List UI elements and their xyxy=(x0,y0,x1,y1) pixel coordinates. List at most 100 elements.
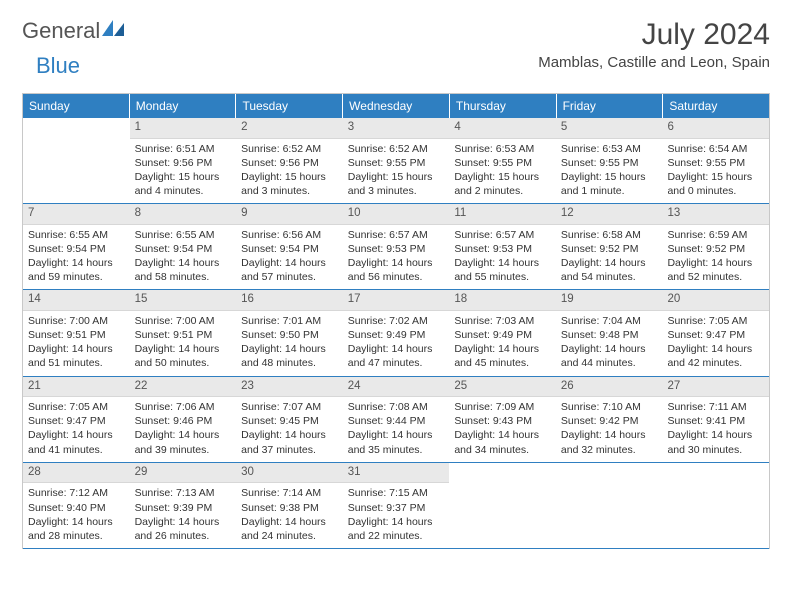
sunset-line: Sunset: 9:47 PM xyxy=(667,328,764,342)
sunset-line: Sunset: 9:51 PM xyxy=(135,328,232,342)
day-cell xyxy=(556,463,663,548)
day-content: Sunrise: 7:01 AMSunset: 9:50 PMDaylight:… xyxy=(236,311,343,376)
day-cell: 8Sunrise: 6:55 AMSunset: 9:54 PMDaylight… xyxy=(130,204,237,289)
sunset-line: Sunset: 9:38 PM xyxy=(241,501,338,515)
day-number: 22 xyxy=(130,377,237,398)
daylight-line: Daylight: 14 hours and 26 minutes. xyxy=(135,515,232,543)
week-row: 21Sunrise: 7:05 AMSunset: 9:47 PMDayligh… xyxy=(23,377,769,463)
day-number: 31 xyxy=(343,463,450,484)
day-content: Sunrise: 6:52 AMSunset: 9:56 PMDaylight:… xyxy=(236,139,343,204)
sunrise-line: Sunrise: 7:00 AM xyxy=(135,314,232,328)
day-number: 16 xyxy=(236,290,343,311)
day-cell: 13Sunrise: 6:59 AMSunset: 9:52 PMDayligh… xyxy=(662,204,769,289)
day-number: 26 xyxy=(556,377,663,398)
day-number: 30 xyxy=(236,463,343,484)
day-cell: 7Sunrise: 6:55 AMSunset: 9:54 PMDaylight… xyxy=(23,204,130,289)
sunrise-line: Sunrise: 7:14 AM xyxy=(241,486,338,500)
sunset-line: Sunset: 9:53 PM xyxy=(348,242,445,256)
day-content: Sunrise: 6:54 AMSunset: 9:55 PMDaylight:… xyxy=(662,139,769,204)
daylight-line: Daylight: 14 hours and 30 minutes. xyxy=(667,428,764,456)
day-cell xyxy=(662,463,769,548)
day-number xyxy=(449,463,556,467)
daylight-line: Daylight: 14 hours and 24 minutes. xyxy=(241,515,338,543)
day-content: Sunrise: 6:56 AMSunset: 9:54 PMDaylight:… xyxy=(236,225,343,290)
day-number: 8 xyxy=(130,204,237,225)
sunset-line: Sunset: 9:49 PM xyxy=(348,328,445,342)
day-number: 7 xyxy=(23,204,130,225)
sunrise-line: Sunrise: 7:05 AM xyxy=(667,314,764,328)
day-cell: 21Sunrise: 7:05 AMSunset: 9:47 PMDayligh… xyxy=(23,377,130,462)
day-number: 28 xyxy=(23,463,130,484)
day-content: Sunrise: 6:59 AMSunset: 9:52 PMDaylight:… xyxy=(662,225,769,290)
sunrise-line: Sunrise: 7:00 AM xyxy=(28,314,125,328)
day-cell: 5Sunrise: 6:53 AMSunset: 9:55 PMDaylight… xyxy=(556,118,663,203)
day-content: Sunrise: 7:07 AMSunset: 9:45 PMDaylight:… xyxy=(236,397,343,462)
daylight-line: Daylight: 14 hours and 35 minutes. xyxy=(348,428,445,456)
day-cell: 28Sunrise: 7:12 AMSunset: 9:40 PMDayligh… xyxy=(23,463,130,548)
sunrise-line: Sunrise: 6:55 AM xyxy=(28,228,125,242)
day-number: 24 xyxy=(343,377,450,398)
sunset-line: Sunset: 9:40 PM xyxy=(28,501,125,515)
day-content: Sunrise: 7:00 AMSunset: 9:51 PMDaylight:… xyxy=(23,311,130,376)
day-content: Sunrise: 7:06 AMSunset: 9:46 PMDaylight:… xyxy=(130,397,237,462)
day-number: 20 xyxy=(662,290,769,311)
day-content: Sunrise: 7:11 AMSunset: 9:41 PMDaylight:… xyxy=(662,397,769,462)
day-cell: 17Sunrise: 7:02 AMSunset: 9:49 PMDayligh… xyxy=(343,290,450,375)
day-number: 27 xyxy=(662,377,769,398)
day-content: Sunrise: 6:55 AMSunset: 9:54 PMDaylight:… xyxy=(23,225,130,290)
sunset-line: Sunset: 9:47 PM xyxy=(28,414,125,428)
day-number: 6 xyxy=(662,118,769,139)
day-cell: 4Sunrise: 6:53 AMSunset: 9:55 PMDaylight… xyxy=(449,118,556,203)
logo-text-general: General xyxy=(22,18,100,44)
sunset-line: Sunset: 9:50 PM xyxy=(241,328,338,342)
sunset-line: Sunset: 9:41 PM xyxy=(667,414,764,428)
logo: General xyxy=(22,18,124,44)
day-cell: 10Sunrise: 6:57 AMSunset: 9:53 PMDayligh… xyxy=(343,204,450,289)
sunset-line: Sunset: 9:49 PM xyxy=(454,328,551,342)
day-cell xyxy=(23,118,130,203)
day-number xyxy=(662,463,769,467)
daylight-line: Daylight: 14 hours and 55 minutes. xyxy=(454,256,551,284)
day-cell: 14Sunrise: 7:00 AMSunset: 9:51 PMDayligh… xyxy=(23,290,130,375)
day-cell: 29Sunrise: 7:13 AMSunset: 9:39 PMDayligh… xyxy=(130,463,237,548)
day-number xyxy=(556,463,663,467)
sunset-line: Sunset: 9:54 PM xyxy=(241,242,338,256)
daylight-line: Daylight: 14 hours and 47 minutes. xyxy=(348,342,445,370)
daylight-line: Daylight: 14 hours and 54 minutes. xyxy=(561,256,658,284)
daylight-line: Daylight: 14 hours and 41 minutes. xyxy=(28,428,125,456)
day-cell: 18Sunrise: 7:03 AMSunset: 9:49 PMDayligh… xyxy=(449,290,556,375)
sunset-line: Sunset: 9:42 PM xyxy=(561,414,658,428)
day-cell: 24Sunrise: 7:08 AMSunset: 9:44 PMDayligh… xyxy=(343,377,450,462)
day-content: Sunrise: 7:15 AMSunset: 9:37 PMDaylight:… xyxy=(343,483,450,548)
sunset-line: Sunset: 9:55 PM xyxy=(348,156,445,170)
sunrise-line: Sunrise: 7:02 AM xyxy=(348,314,445,328)
week-row: 1Sunrise: 6:51 AMSunset: 9:56 PMDaylight… xyxy=(23,118,769,204)
day-cell: 2Sunrise: 6:52 AMSunset: 9:56 PMDaylight… xyxy=(236,118,343,203)
daylight-line: Daylight: 14 hours and 59 minutes. xyxy=(28,256,125,284)
logo-text-blue: Blue xyxy=(36,53,80,78)
sunset-line: Sunset: 9:46 PM xyxy=(135,414,232,428)
day-number: 3 xyxy=(343,118,450,139)
sunrise-line: Sunrise: 7:07 AM xyxy=(241,400,338,414)
sunset-line: Sunset: 9:52 PM xyxy=(561,242,658,256)
sunset-line: Sunset: 9:39 PM xyxy=(135,501,232,515)
daylight-line: Daylight: 15 hours and 2 minutes. xyxy=(454,170,551,198)
location-text: Mamblas, Castille and Leon, Spain xyxy=(538,54,770,71)
day-content: Sunrise: 7:05 AMSunset: 9:47 PMDaylight:… xyxy=(662,311,769,376)
day-cell: 9Sunrise: 6:56 AMSunset: 9:54 PMDaylight… xyxy=(236,204,343,289)
day-number: 14 xyxy=(23,290,130,311)
day-content: Sunrise: 6:53 AMSunset: 9:55 PMDaylight:… xyxy=(556,139,663,204)
day-number: 21 xyxy=(23,377,130,398)
day-cell: 19Sunrise: 7:04 AMSunset: 9:48 PMDayligh… xyxy=(556,290,663,375)
day-content: Sunrise: 7:08 AMSunset: 9:44 PMDaylight:… xyxy=(343,397,450,462)
sunrise-line: Sunrise: 6:57 AM xyxy=(454,228,551,242)
weekday-header: Monday xyxy=(130,94,237,118)
daylight-line: Daylight: 15 hours and 3 minutes. xyxy=(348,170,445,198)
sunset-line: Sunset: 9:51 PM xyxy=(28,328,125,342)
day-cell: 27Sunrise: 7:11 AMSunset: 9:41 PMDayligh… xyxy=(662,377,769,462)
day-cell: 22Sunrise: 7:06 AMSunset: 9:46 PMDayligh… xyxy=(130,377,237,462)
day-cell: 30 Sunrise: 7:14 AMSunset: 9:38 PMDayligh… xyxy=(236,463,343,548)
sunrise-line: Sunrise: 6:53 AM xyxy=(561,142,658,156)
daylight-line: Daylight: 14 hours and 45 minutes. xyxy=(454,342,551,370)
day-number: 1 xyxy=(130,118,237,139)
